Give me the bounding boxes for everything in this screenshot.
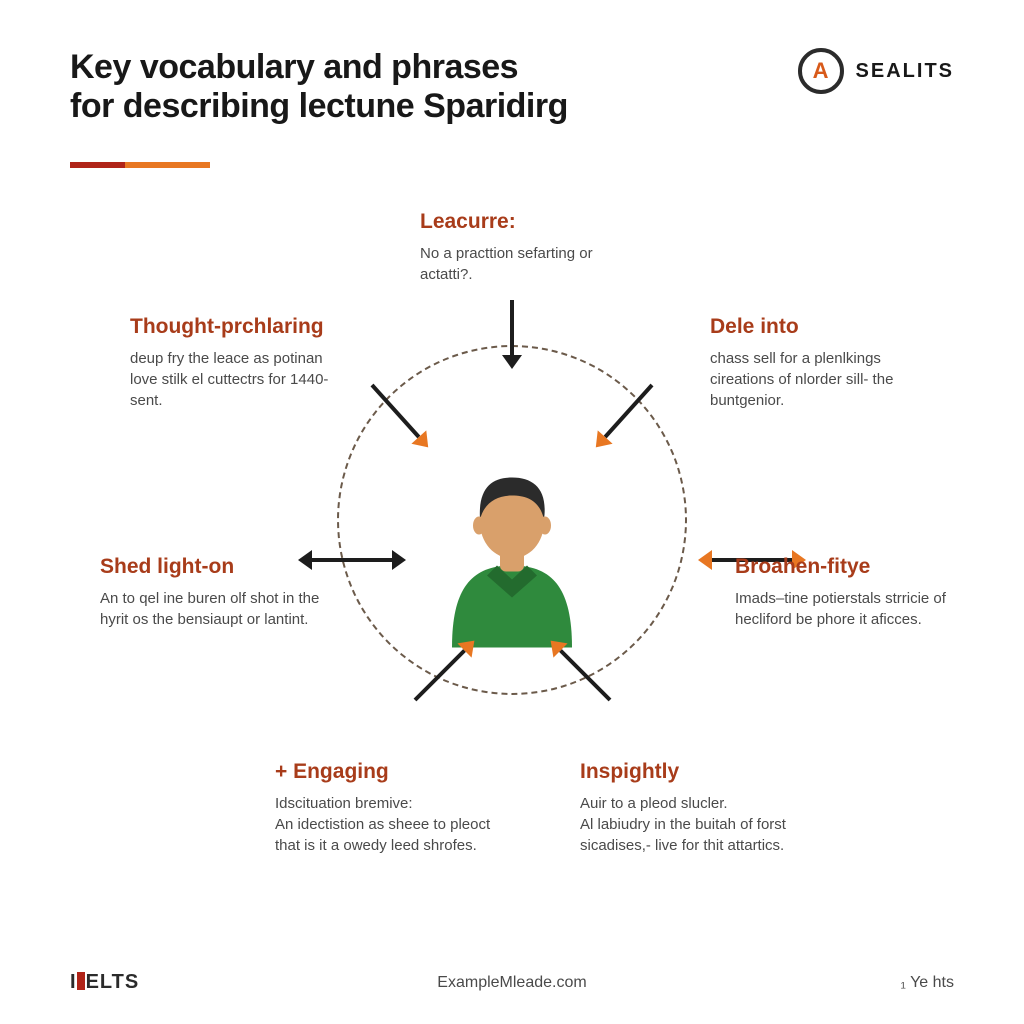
- vocab-inspightly-body: Al labiudry in the buitah of forst sicad…: [580, 815, 805, 856]
- footer-left-text: ELTS: [86, 971, 140, 993]
- footer-right-text: ₁ Ye hts: [901, 974, 954, 992]
- vocab-inspightly: Inspightly Auir to a pleod slucler.Al lab…: [580, 760, 805, 856]
- vocab-leacurre: Leacurre: No a practtion sefarting or act…: [420, 210, 645, 286]
- logo-text: SEALITS: [856, 60, 954, 83]
- vocab-dele-heading: Dele into: [710, 315, 935, 339]
- brand-logo: A SEALITS: [798, 48, 954, 94]
- footer-left-bar-icon: [77, 972, 85, 990]
- vocab-broahen-heading: Broahen-fitye: [735, 555, 960, 579]
- vocab-shed-body: An to qel ine buren olf shot in the hyri…: [100, 589, 320, 630]
- vocab-leacurre-body: No a practtion sefarting or actatti?.: [420, 244, 645, 285]
- title-line-1: Key vocabulary and phrases: [70, 48, 518, 86]
- vocab-thought: Thought-prchlaring deup fry the leace as …: [130, 315, 345, 411]
- infographic-canvas: Key vocabulary and phrases for describin…: [0, 0, 1024, 1024]
- vocab-inspightly-heading: Inspightly: [580, 760, 805, 784]
- underline-seg-1: [70, 162, 125, 168]
- person-icon: [432, 448, 592, 653]
- page-title: Key vocabulary and phrases for describin…: [70, 48, 568, 126]
- vocab-leacurre-heading: Leacurre:: [420, 210, 645, 234]
- footer-center-text: ExampleMleade.com: [437, 974, 586, 992]
- vocab-shed: Shed light-on An to qel ine buren olf sho…: [100, 555, 320, 631]
- title-underline: [70, 162, 210, 168]
- vocab-dele-body: chass sell for a plenlkings cireations o…: [710, 349, 935, 411]
- footer: IELTS ExampleMleade.com ₁ Ye hts: [70, 971, 954, 994]
- underline-seg-2: [125, 162, 210, 168]
- vocab-broahen-body: Imads–tine potierstals strricie of hecli…: [735, 589, 960, 630]
- vocab-engaging-body: An idectistion as sheee to pleoct that i…: [275, 815, 500, 856]
- vocab-inspightly-body: Auir to a pleod slucler.: [580, 794, 805, 815]
- title-text: Key vocabulary and phrases for describin…: [70, 48, 568, 126]
- vocab-shed-heading: Shed light-on: [100, 555, 320, 579]
- vocab-engaging-heading: + Engaging: [275, 760, 500, 784]
- logo-ring-icon: A: [798, 48, 844, 94]
- vocab-broahen: Broahen-fitye Imads–tine potierstals strr…: [735, 555, 960, 631]
- vocab-engaging-body: Idscituation bremive:: [275, 794, 500, 815]
- vocab-engaging: + Engaging Idscituation bremive:An idecti…: [275, 760, 500, 856]
- title-line-2: for describing lectune Sparidirg: [70, 87, 568, 125]
- vocab-dele: Dele into chass sell for a plenlkings cir…: [710, 315, 935, 411]
- vocab-thought-heading: Thought-prchlaring: [130, 315, 345, 339]
- vocab-thought-body: deup fry the leace as potinan love stilk…: [130, 349, 345, 411]
- logo-letter: A: [813, 58, 829, 84]
- footer-left-logo: IELTS: [70, 971, 139, 994]
